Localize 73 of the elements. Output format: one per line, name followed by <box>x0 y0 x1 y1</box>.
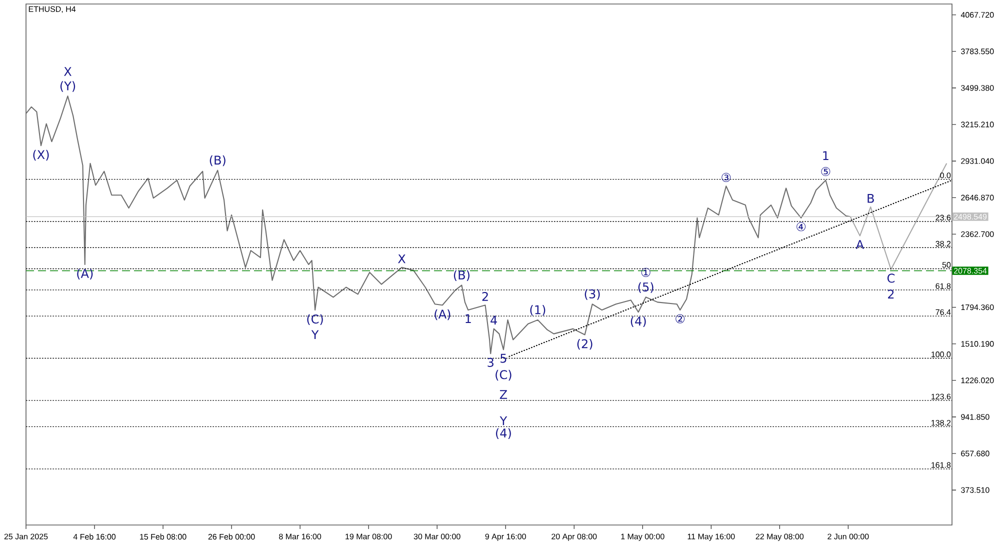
annotation: 2 <box>482 292 488 301</box>
y-tick-label: 1226.020 <box>961 378 994 384</box>
annotation: (B) <box>454 270 470 281</box>
annotation: 0.0 <box>940 172 951 178</box>
x-tick-label: 2 Jun 00:00 <box>828 534 869 540</box>
x-tick-label: 4 Feb 16:00 <box>73 534 116 540</box>
x-tick-label: 11 May 16:00 <box>688 534 735 541</box>
x-tick-label: 9 Apr 16:00 <box>485 534 526 541</box>
ref-line-label: 2078.354 <box>954 268 987 274</box>
chart-title: ETHUSD, H4 <box>28 6 76 13</box>
annotation: ① <box>641 268 650 277</box>
annotation: (1) <box>530 304 546 316</box>
annotation: ⑤ <box>821 166 830 176</box>
x-tick-label: 1 May 00:00 <box>621 534 664 541</box>
annotation: 2 <box>888 290 894 299</box>
annotation: (X) <box>33 150 49 161</box>
annotation: A <box>856 240 864 249</box>
x-tick-label: 20 Apr 08:00 <box>552 534 597 541</box>
annotation: (C) <box>496 370 512 381</box>
annotation: 50 <box>942 262 951 268</box>
y-tick-label: 657.680 <box>961 450 990 456</box>
x-tick-label: 26 Feb 00:00 <box>208 534 255 540</box>
annotation: 1 <box>823 151 828 160</box>
annotation: (5) <box>638 282 654 293</box>
annotation: (4) <box>630 316 646 328</box>
x-tick-label: 19 Mar 08:00 <box>346 534 392 540</box>
y-tick-label: 3783.550 <box>961 48 994 54</box>
y-tick-label: 3215.210 <box>961 122 994 128</box>
ref-line-label: 2498.549 <box>954 214 987 220</box>
annotation: Y <box>500 416 508 426</box>
annotation: B <box>868 194 874 203</box>
annotation: ③ <box>722 172 731 182</box>
annotation: ② <box>676 314 685 324</box>
annotation: 3 <box>488 358 494 367</box>
annotation: 76.4 <box>936 309 951 316</box>
y-tick-label: 2931.040 <box>961 158 994 164</box>
x-tick-label: 25 Jan 2025 <box>4 534 48 540</box>
x-tick-label: 22 May 08:00 <box>756 534 804 541</box>
annotation: 23.6 <box>936 214 951 220</box>
x-tick-label: 15 Feb 08:00 <box>140 534 186 540</box>
annotation: 5 <box>500 354 506 363</box>
annotation: 61.8 <box>936 283 951 289</box>
annotation: X <box>398 254 406 264</box>
annotation: (Y) <box>60 81 76 92</box>
annotation: (3) <box>584 289 600 300</box>
annotation: (A) <box>77 268 93 280</box>
annotation: X <box>64 67 72 76</box>
annotation: Y <box>311 330 319 340</box>
annotation: 1 <box>466 314 471 324</box>
annotation: 38.2 <box>936 240 951 247</box>
annotation: (C) <box>307 314 323 325</box>
annotation: ④ <box>796 222 806 232</box>
annotation: C <box>887 274 895 283</box>
y-tick-label: 2362.700 <box>961 231 994 238</box>
annotation: (4) <box>496 428 511 439</box>
annotation: 100.0 <box>932 352 951 358</box>
annotation: 123.6 <box>932 394 951 400</box>
y-tick-label: 941.850 <box>961 414 990 420</box>
y-tick-label: 1794.360 <box>961 304 994 310</box>
annotation: (A) <box>434 309 450 320</box>
annotation: (B) <box>210 155 226 166</box>
x-tick-label: 8 Mar 16:00 <box>279 534 322 540</box>
annotation: Z <box>500 390 508 399</box>
y-tick-label: 1510.190 <box>961 341 994 347</box>
y-tick-label: 373.510 <box>961 487 990 493</box>
x-tick-label: 30 Mar 00:00 <box>414 534 460 540</box>
annotation: (2) <box>577 338 592 350</box>
annotation: 138.2 <box>932 420 951 426</box>
annotation: 161.8 <box>932 462 951 468</box>
y-tick-label: 4067.720 <box>960 12 994 18</box>
y-tick-label: 3499.380 <box>961 85 994 91</box>
y-tick-label: 2646.870 <box>961 194 994 200</box>
annotation: 4 <box>490 316 497 325</box>
